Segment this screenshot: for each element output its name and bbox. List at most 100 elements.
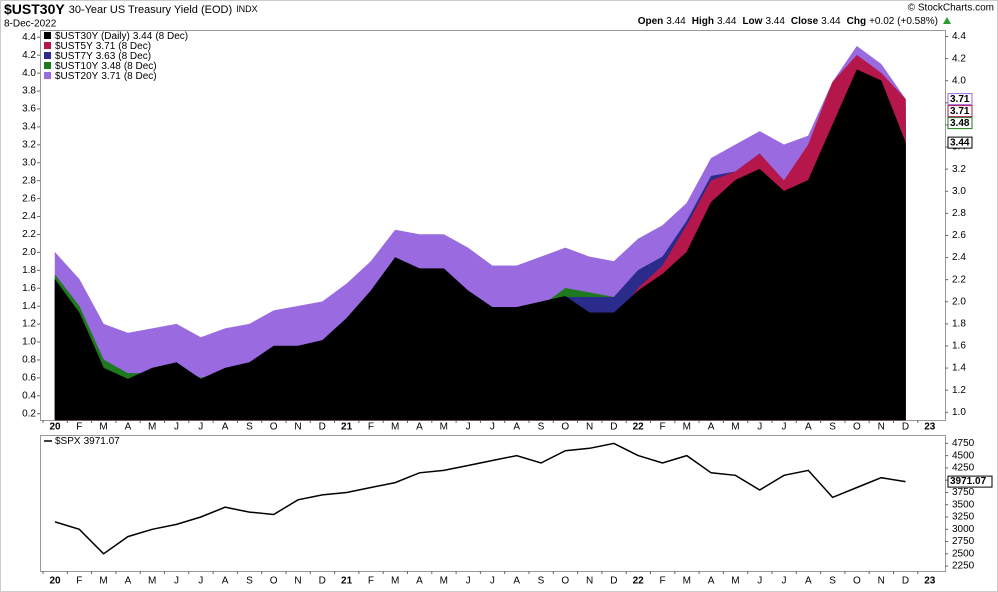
y-tick-label: 2.6	[22, 193, 36, 204]
y-tick-label: 4.0	[22, 68, 36, 79]
legend-swatch	[44, 72, 51, 79]
legend-entry: $SPX 3971.07	[55, 436, 120, 447]
y-tick-label: 3.0	[22, 157, 36, 168]
quote-label: Close	[791, 16, 819, 27]
x-tick-label: D	[902, 422, 909, 433]
x-tick-label: 20	[49, 422, 61, 433]
legend-entry: $UST10Y 3.48 (8 Dec)	[55, 61, 157, 72]
quote-value: 3.44	[821, 16, 841, 27]
y-tick-label: 1.6	[22, 283, 36, 294]
price-box	[947, 475, 993, 488]
x-tick-label: M	[99, 576, 107, 587]
x-tick-label: F	[659, 576, 665, 587]
legend-value: 3.63	[96, 51, 116, 62]
title: $UST30Y 30-Year US Treasury Yield (EOD) IN…	[4, 1, 258, 17]
x-tick-label: O	[853, 422, 861, 433]
x-tick-label: M	[683, 576, 691, 587]
quote-value: 3.44	[666, 16, 686, 27]
y2-tick-label: 1.2	[952, 385, 966, 396]
subtitle: 30-Year US Treasury Yield (EOD)	[69, 4, 232, 16]
price-box	[947, 117, 973, 130]
x-tick-label: N	[294, 422, 301, 433]
x-tick-label: M	[148, 576, 156, 587]
x-tick-label: O	[270, 422, 278, 433]
exchange: INDX	[236, 4, 258, 14]
y-tick-label: 2.8	[22, 175, 36, 186]
quote-label: Chg	[847, 16, 866, 27]
x-tick-label: F	[368, 422, 374, 433]
legend-value: 3.48	[101, 61, 121, 72]
x-tick-label: S	[246, 576, 253, 587]
x-tick-label: D	[319, 576, 326, 587]
x-tick-label: M	[391, 576, 399, 587]
legend-value: 3.71	[101, 71, 121, 82]
quote: Open 3.44 High 3.44 Low 3.44 Close 3.44 Chg +0.02…	[638, 16, 938, 27]
x-tick-label: M	[731, 422, 739, 433]
y-tick-label: 2.4	[22, 211, 36, 222]
price-box-label: 3.44	[950, 137, 970, 148]
legend-date: (8 Dec)	[124, 61, 157, 72]
y-tick-label: 1.2	[22, 319, 36, 330]
y2-tick-label: 2.2	[952, 274, 966, 285]
x-tick-label: A	[125, 422, 132, 433]
y-tick-label: 2500	[952, 548, 975, 559]
legend-name: $UST30Y (Daily)	[55, 31, 130, 42]
price-box-label: 3.71	[950, 94, 970, 105]
x-tick-label: 22	[633, 422, 645, 433]
y-tick-label: 3.2	[22, 139, 36, 150]
y-tick-label: 4.2	[22, 50, 36, 61]
legend-date: (8 Dec)	[155, 31, 188, 42]
y-tick-label: 3.8	[22, 86, 36, 97]
y-tick-label: 4750	[952, 438, 975, 449]
price-box	[947, 105, 973, 118]
x-tick-label: N	[878, 422, 885, 433]
x-tick-label: S	[829, 422, 836, 433]
x-tick-label: A	[416, 422, 423, 433]
y-tick-label: 4.4	[22, 32, 36, 43]
legend-entry: $UST20Y 3.71 (8 Dec)	[55, 71, 157, 82]
price-box-label: 3.71	[950, 106, 970, 117]
y2-tick-label: 2.8	[952, 208, 966, 219]
x-tick-label: M	[440, 422, 448, 433]
x-tick-label: D	[610, 422, 617, 433]
y-tick-label: 3750	[952, 487, 975, 498]
x-tick-label: A	[513, 576, 520, 587]
x-tick-label: F	[76, 422, 82, 433]
legend-name: $UST20Y	[55, 71, 99, 82]
y2-tick-label: 4.4	[952, 31, 966, 42]
y2-tick-label: 3.2	[952, 164, 966, 175]
y2-tick-label: 4.2	[952, 53, 966, 64]
y-tick-label: 3.4	[22, 122, 36, 133]
x-tick-label: O	[270, 576, 278, 587]
x-tick-label: 21	[341, 576, 353, 587]
x-tick-label: J	[757, 576, 762, 587]
y2-tick-label: 1.6	[952, 341, 966, 352]
x-tick-label: J	[174, 422, 179, 433]
x-tick-label: O	[561, 422, 569, 433]
x-tick-label: O	[561, 576, 569, 587]
x-tick-label: J	[757, 422, 762, 433]
x-tick-label: J	[466, 422, 471, 433]
y-tick-label: 4500	[952, 450, 975, 461]
x-tick-label: M	[391, 422, 399, 433]
y-tick-label: 0.6	[22, 373, 36, 384]
x-tick-label: A	[416, 576, 423, 587]
x-tick-label: N	[586, 576, 593, 587]
date: 8-Dec-2022	[4, 19, 57, 30]
x-tick-label: N	[586, 422, 593, 433]
x-tick-label: M	[440, 576, 448, 587]
x-tick-label: F	[368, 576, 374, 587]
x-tick-label: D	[610, 576, 617, 587]
x-tick-label: A	[805, 422, 812, 433]
y2-tick-label: 1.8	[952, 318, 966, 329]
y-tick-label: 3500	[952, 499, 975, 510]
x-tick-label: J	[782, 422, 787, 433]
legend-name: $UST5Y	[55, 41, 93, 52]
y2-tick-label: 1.4	[952, 363, 966, 374]
x-tick-label: A	[222, 422, 229, 433]
legend-swatch	[44, 32, 51, 39]
line	[54, 442, 906, 555]
y-tick-label: 1.4	[22, 301, 36, 312]
legend-name: $UST7Y	[55, 51, 93, 62]
x-tick-label: D	[902, 576, 909, 587]
